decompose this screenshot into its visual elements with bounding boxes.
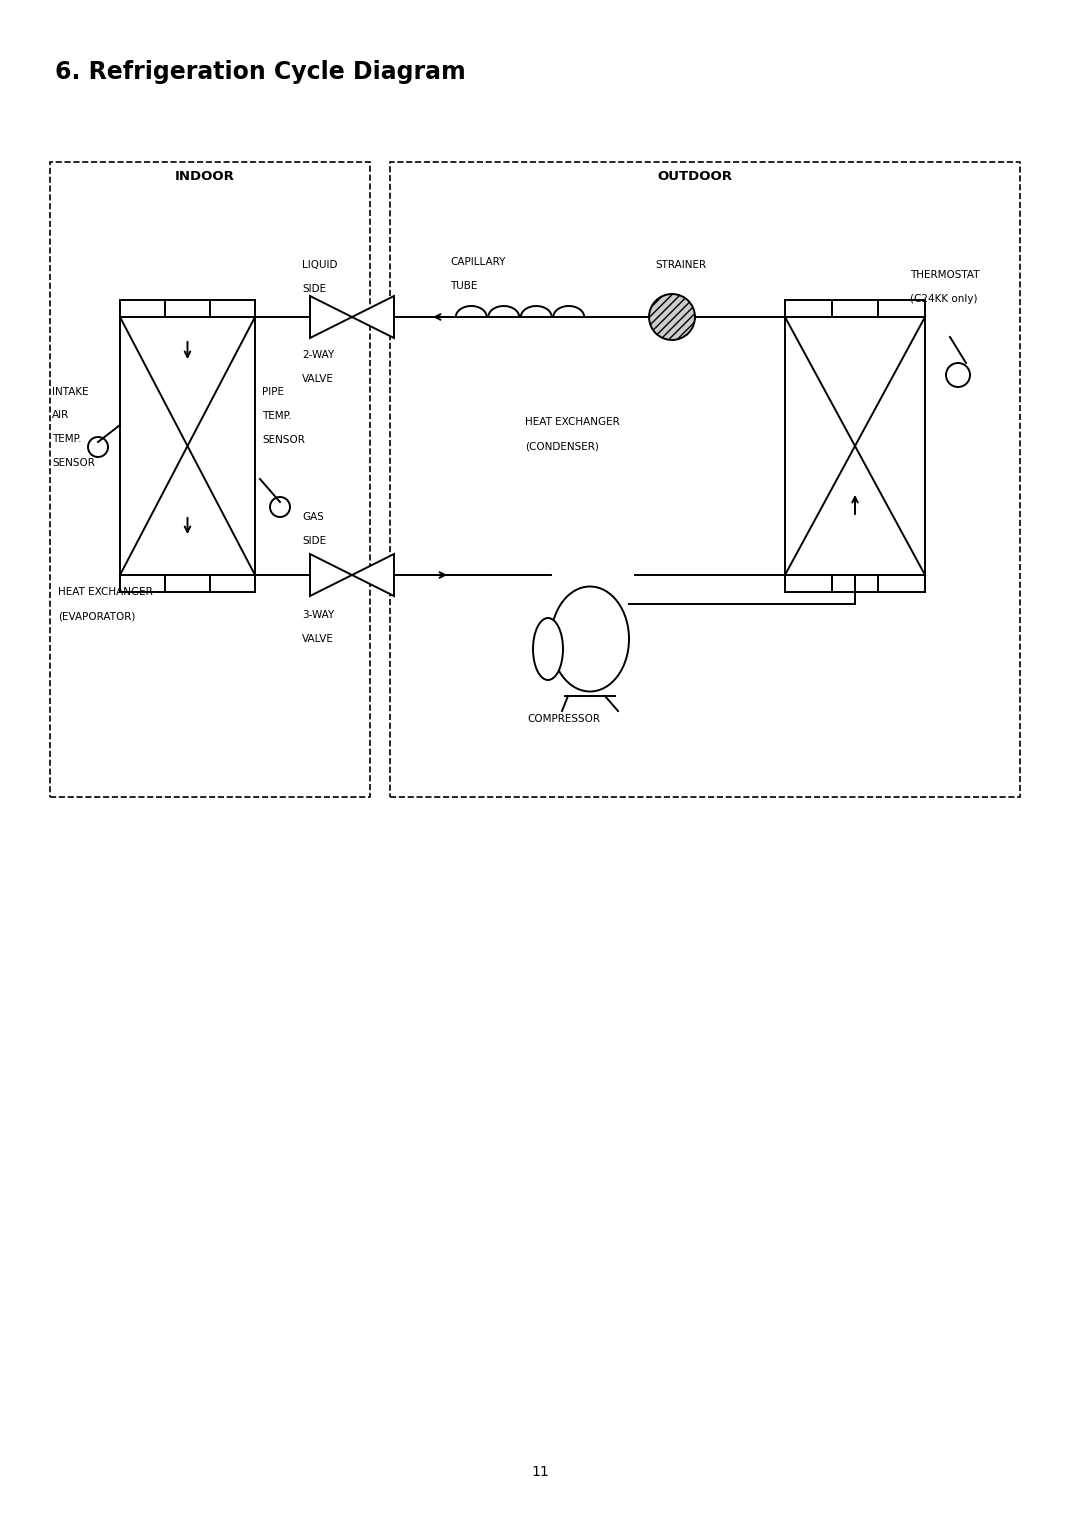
Text: TUBE: TUBE	[450, 281, 477, 292]
Text: 11: 11	[531, 1464, 549, 1480]
Text: (EVAPORATOR): (EVAPORATOR)	[58, 612, 135, 621]
Polygon shape	[352, 296, 394, 337]
Polygon shape	[310, 554, 352, 596]
Text: GAS: GAS	[302, 512, 324, 522]
Text: SENSOR: SENSOR	[262, 435, 305, 444]
Text: AIR: AIR	[52, 411, 69, 420]
Text: 3-WAY: 3-WAY	[302, 609, 334, 620]
Polygon shape	[310, 296, 352, 337]
Text: INDOOR: INDOOR	[175, 171, 235, 183]
Text: SIDE: SIDE	[302, 536, 326, 547]
Bar	[785, 318, 924, 576]
Text: TEMP.: TEMP.	[262, 411, 292, 421]
Text: SIDE: SIDE	[302, 284, 326, 295]
Polygon shape	[352, 554, 394, 596]
Text: CAPILLARY: CAPILLARY	[450, 257, 505, 267]
Ellipse shape	[551, 586, 629, 692]
Text: TEMP.: TEMP.	[52, 434, 82, 444]
Text: SENSOR: SENSOR	[52, 458, 95, 467]
Ellipse shape	[534, 618, 563, 680]
Circle shape	[649, 295, 696, 341]
Text: PIPE: PIPE	[262, 386, 284, 397]
Text: STRAINER: STRAINER	[654, 260, 706, 270]
Text: COMPRESSOR: COMPRESSOR	[527, 715, 600, 724]
Text: HEAT EXCHANGER: HEAT EXCHANGER	[58, 586, 152, 597]
Text: (C24KK only): (C24KK only)	[910, 295, 977, 304]
Text: THERMOSTAT: THERMOSTAT	[910, 270, 980, 279]
Text: VALVE: VALVE	[302, 634, 334, 644]
Text: (CONDENSER): (CONDENSER)	[525, 441, 599, 452]
Text: HEAT EXCHANGER: HEAT EXCHANGER	[525, 417, 620, 428]
Text: 6. Refrigeration Cycle Diagram: 6. Refrigeration Cycle Diagram	[55, 60, 465, 84]
Text: VALVE: VALVE	[302, 374, 334, 383]
Text: LIQUID: LIQUID	[302, 260, 337, 270]
Text: INTAKE: INTAKE	[52, 386, 89, 397]
Bar	[120, 318, 255, 576]
Text: 2-WAY: 2-WAY	[302, 350, 334, 360]
Text: OUTDOOR: OUTDOOR	[658, 171, 732, 183]
